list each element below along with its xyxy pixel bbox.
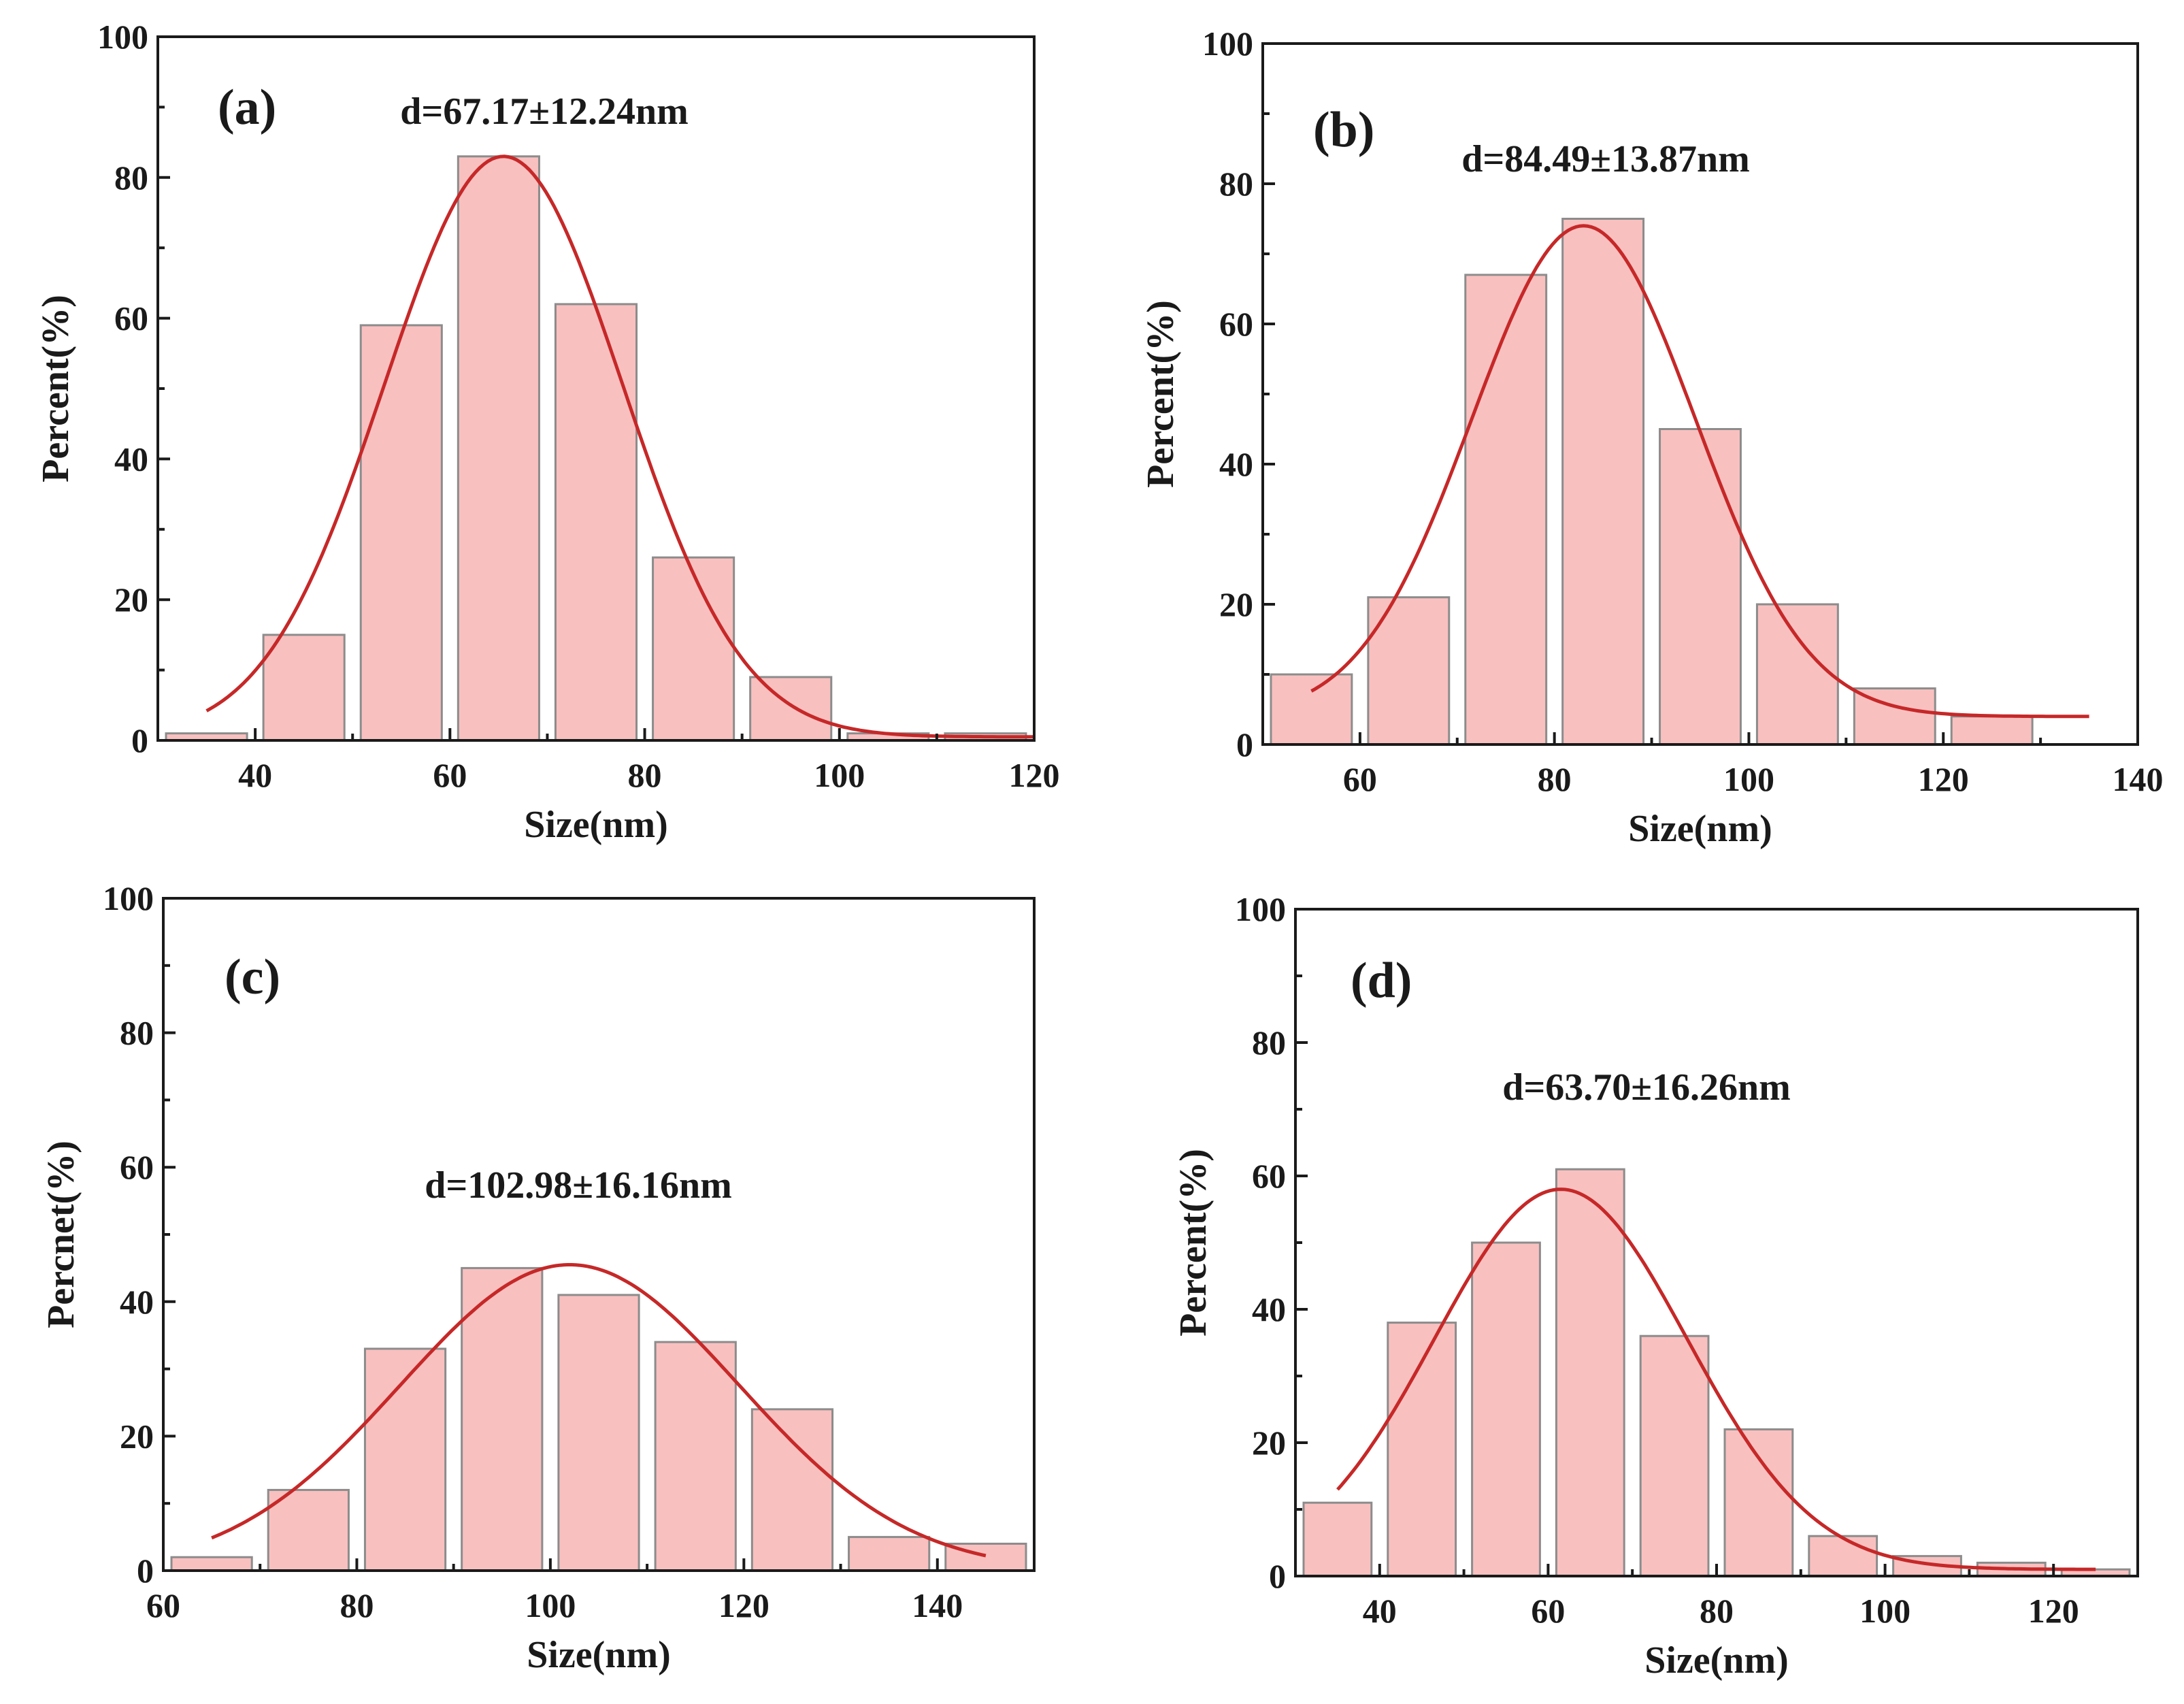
histogram-bar bbox=[749, 676, 833, 742]
y-tick-label: 60 bbox=[120, 1148, 154, 1186]
histogram-bar bbox=[1755, 603, 1839, 746]
y-tick-label: 60 bbox=[1252, 1157, 1286, 1195]
x-tick-label: 120 bbox=[718, 1586, 770, 1624]
y-tick-label: 40 bbox=[1219, 445, 1253, 483]
panel-label: (c) bbox=[225, 949, 280, 1005]
histogram-bar bbox=[1464, 274, 1548, 746]
gaussian-fit-curve bbox=[211, 1263, 987, 1558]
gaussian-fit-curve bbox=[205, 154, 1034, 739]
x-axis-label: Size(nm) bbox=[527, 1634, 671, 1676]
x-tick-label: 140 bbox=[912, 1586, 963, 1624]
histogram-bar bbox=[848, 1536, 931, 1572]
histogram-bar bbox=[654, 1341, 737, 1572]
histogram-bar bbox=[652, 556, 735, 742]
x-axis-label: Size(nm) bbox=[1644, 1639, 1789, 1682]
x-tick-label: 60 bbox=[1343, 760, 1377, 798]
histogram-bar bbox=[554, 303, 638, 742]
y-tick-label: 20 bbox=[1219, 585, 1253, 623]
x-tick-label: 120 bbox=[2028, 1592, 2079, 1630]
x-tick-label: 140 bbox=[2113, 760, 2164, 798]
histogram-bar bbox=[1950, 715, 2034, 746]
y-tick-label: 80 bbox=[114, 159, 148, 197]
y-tick-label: 100 bbox=[97, 18, 148, 56]
histogram-bar bbox=[1270, 673, 1353, 746]
x-axis-label: Size(nm) bbox=[524, 804, 668, 846]
panel-label: (b) bbox=[1313, 102, 1374, 158]
x-tick-label: 120 bbox=[1009, 756, 1060, 794]
y-axis-label: Percent(%) bbox=[1172, 1149, 1214, 1337]
x-axis-label: Size(nm) bbox=[1628, 808, 1772, 850]
mean-size-annotation: d=84.49±13.87nm bbox=[1461, 138, 1750, 180]
histogram-bar bbox=[363, 1347, 447, 1572]
y-tick-label: 40 bbox=[120, 1283, 154, 1321]
histogram-bar bbox=[1471, 1241, 1541, 1577]
y-tick-label: 60 bbox=[1219, 305, 1253, 343]
histogram-bar bbox=[750, 1408, 834, 1572]
chart-panel: 0 20 40 60 80 100 40 60 80 100 120 Size(nm) Percent(… bbox=[1172, 890, 2139, 1682]
histogram-bar bbox=[1639, 1334, 1710, 1577]
chart-panel: 0 20 40 60 80 100 40 60 80 100 120 Size(nm) Percent(… bbox=[35, 18, 1060, 846]
y-axis-label: Percnet(%) bbox=[40, 1141, 82, 1328]
x-tick-label: 80 bbox=[1538, 760, 1572, 798]
y-tick-label: 0 bbox=[1236, 725, 1253, 764]
x-tick-label: 40 bbox=[238, 756, 272, 794]
histogram-bar bbox=[457, 155, 540, 742]
histogram-bar bbox=[1808, 1535, 1879, 1577]
panel-label: (d) bbox=[1351, 953, 1412, 1009]
histogram-bar bbox=[1723, 1428, 1794, 1577]
chart-panel: 0 20 40 60 80 100 60 80 100 120 140 Size(nm) Percent… bbox=[1140, 24, 2164, 850]
x-tick-label: 60 bbox=[433, 756, 467, 794]
y-tick-label: 60 bbox=[114, 299, 148, 338]
gaussian-fit-curve bbox=[1310, 224, 2089, 719]
x-tick-label: 40 bbox=[1363, 1592, 1397, 1630]
mean-size-annotation: d=67.17±12.24nm bbox=[400, 91, 689, 133]
y-tick-label: 20 bbox=[114, 580, 148, 619]
y-tick-label: 100 bbox=[103, 879, 154, 917]
x-tick-label: 60 bbox=[146, 1586, 180, 1624]
y-tick-label: 20 bbox=[1252, 1424, 1286, 1462]
x-tick-label: 100 bbox=[1723, 760, 1774, 798]
y-tick-label: 40 bbox=[114, 440, 148, 478]
x-tick-label: 80 bbox=[340, 1586, 374, 1624]
x-tick-label: 100 bbox=[525, 1586, 576, 1624]
histogram-bar bbox=[1302, 1501, 1373, 1577]
x-tick-label: 120 bbox=[1918, 760, 1969, 798]
histogram-bar bbox=[1659, 428, 1742, 746]
y-tick-label: 0 bbox=[131, 721, 148, 759]
y-tick-label: 40 bbox=[1252, 1290, 1286, 1328]
y-tick-label: 80 bbox=[1219, 165, 1253, 203]
x-tick-label: 100 bbox=[814, 756, 865, 794]
x-tick-label: 80 bbox=[628, 756, 662, 794]
mean-size-annotation: d=102.98±16.16nm bbox=[425, 1164, 732, 1207]
x-tick-label: 100 bbox=[1859, 1592, 1910, 1630]
histogram-bar bbox=[1561, 218, 1645, 746]
histogram-bar bbox=[461, 1266, 544, 1572]
y-tick-label: 0 bbox=[1269, 1557, 1286, 1595]
histogram-bar bbox=[1555, 1168, 1625, 1577]
gaussian-fit-curve bbox=[1336, 1187, 2096, 1571]
y-tick-label: 0 bbox=[137, 1552, 154, 1590]
histogram-bar bbox=[557, 1294, 640, 1572]
histogram-bar bbox=[359, 324, 443, 742]
y-tick-label: 80 bbox=[120, 1014, 154, 1052]
x-tick-label: 80 bbox=[1700, 1592, 1734, 1630]
panel-label: (a) bbox=[218, 80, 276, 135]
chart-panel: 0 20 40 60 80 100 60 80 100 120 140 Size(nm) Percnet… bbox=[40, 879, 1036, 1676]
y-axis-label: Percent(%) bbox=[35, 295, 77, 482]
y-axis-label: Percent(%) bbox=[1140, 300, 1182, 488]
y-tick-label: 20 bbox=[120, 1417, 154, 1455]
mean-size-annotation: d=63.70±16.26nm bbox=[1502, 1066, 1791, 1109]
y-tick-label: 100 bbox=[1202, 24, 1253, 63]
histogram-bar bbox=[170, 1556, 253, 1572]
x-tick-label: 60 bbox=[1531, 1592, 1565, 1630]
histogram-bar bbox=[262, 634, 346, 742]
y-tick-label: 80 bbox=[1252, 1023, 1286, 1062]
histogram-bar bbox=[267, 1488, 350, 1572]
y-tick-label: 100 bbox=[1235, 890, 1286, 928]
